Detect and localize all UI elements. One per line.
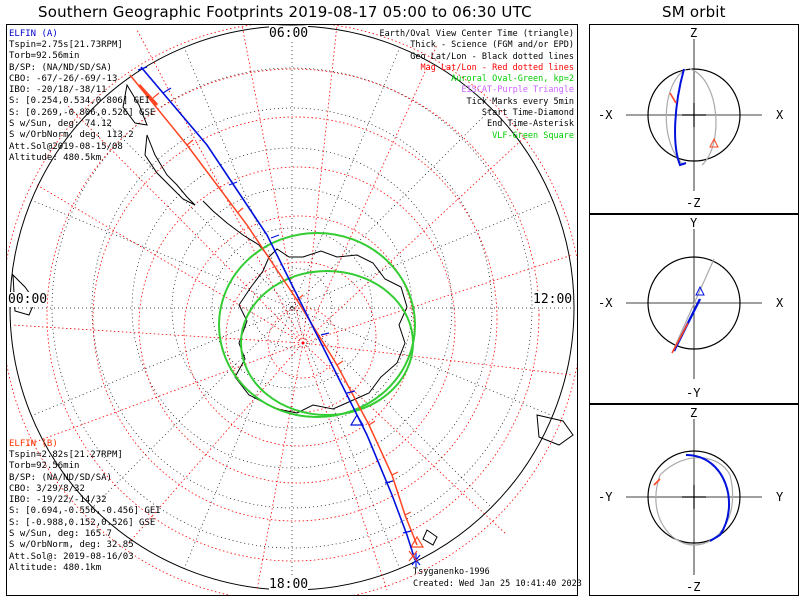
xy-bottom-label: -Y (686, 386, 701, 400)
elfin-a-line: S w/Sun, deg: 74.12 (9, 119, 112, 130)
map-legend: Earth/Oval View Center Time (triangle) T… (380, 29, 574, 142)
xz-left-label: -X (598, 108, 613, 122)
sm-orbit-panel-xy: Y -Y -X X (589, 214, 799, 404)
footprint-map: 06:00 00:00 12:00 18:00 ELFIN (A) Tspin=… (6, 24, 582, 596)
elfin-b-line: S w/OrbNorm, deg: 32.85 (9, 540, 134, 551)
map-label-0000: 00:00 (8, 292, 48, 307)
elfin-b-track (129, 74, 418, 546)
legend-item: Thick - Science (FGM and/or EPD) (410, 40, 574, 51)
elfin-b-line: Torb=92.56min (9, 461, 80, 472)
elfin-a-title: ELFIN (A) (9, 29, 58, 39)
elfin-b-line: S: [0.694,-0.556,-0.456] GEI (9, 506, 161, 517)
xy-top-label: Y (690, 216, 698, 230)
elfin-b-tick-marks (152, 92, 412, 516)
antarctica-coastline (234, 248, 408, 414)
map-label-1200: 12:00 (533, 292, 573, 307)
elfin-a-line: S: [0.269,-0.806,0.526] GSE (9, 107, 156, 118)
elfin-b-line: S w/Sun, deg: 165.7 (9, 529, 112, 540)
elfin-b-line: Altitude: 480.1km (9, 562, 102, 573)
mag-lon-grid (11, 25, 573, 591)
sm-orbit-panel-yz: Z -Z -Y Y (589, 404, 799, 596)
elfin-b-center-triangle (409, 535, 425, 548)
elfin-a-line: Torb=92.56min (9, 51, 80, 62)
yz-left-label: -Y (598, 490, 613, 504)
elfin-b-title: ELFIN (B) (9, 439, 58, 449)
yz-bottom-label: -Z (686, 580, 700, 594)
elfin-a-line: B/SP: (NA/ND/SD/SA) (9, 62, 112, 73)
elfin-b-line: S: [-0.988,0.152,0.526] GSE (9, 517, 156, 528)
elfin-b-line: CBO: 3/29/8/32 (9, 483, 85, 494)
auroral-oval-outer (218, 232, 416, 418)
elfin-b-line: Att.Sol@: 2019-08-16/03 (9, 551, 134, 562)
sm-orbit-xy-canvas: Y -Y -X X (598, 216, 784, 400)
legend-item: Earth/Oval View Center Time (triangle) (379, 29, 574, 39)
elfin-b-line: IBO: -19/22/-14/32 (9, 495, 107, 506)
elfin-a-line: IBO: -20/18/-38/11 (9, 85, 107, 96)
elfin-b-line: B/SP: (NA/ND/SD/SA) (9, 472, 112, 483)
elfin-a-track (140, 66, 416, 561)
legend-item: VLF-Green Square (492, 130, 574, 141)
model-credit: Tsyganenko-1996 (413, 567, 490, 577)
elfin-a-line: Tspin=2.75s[21.73RPM] (9, 40, 123, 50)
elfin-a-info: Tspin=2.75s[21.73RPM] Torb=92.56min B/SP… (9, 40, 155, 164)
australia-coastline-fragment (536, 414, 574, 446)
elfin-a-line: Altitude: 480.5km (9, 152, 102, 163)
geo-lat-grid (51, 67, 533, 549)
yz-top-label: Z (690, 406, 697, 420)
antarctic-peninsula (202, 200, 270, 258)
elfin-a-center-triangle (349, 413, 365, 426)
elfin-b-science-segment (137, 83, 159, 107)
map-label-1800: 18:00 (269, 577, 309, 592)
sm-orbit-xz-canvas: Z -Z -X X (598, 26, 784, 210)
elfin-a-line: S: [0.254,0.534,0.806] GEI (9, 96, 150, 107)
legend-item: Auroral Oval-Green, kp=2 (451, 74, 574, 85)
xz-right-label: X (776, 108, 784, 122)
elfin-a-line: Att.Sol@2019-08-15/08 (9, 141, 123, 152)
xz-bottom-label: -Z (686, 196, 700, 210)
yz-right-label: Y (776, 490, 784, 504)
legend-item: Mag Lat/Lon - Red dotted lines (420, 62, 574, 73)
legend-item: Tick Marks every 5min (466, 96, 574, 107)
mag-lat-grid (7, 25, 577, 595)
elfin-a-tick-marks (137, 66, 412, 534)
map-label-0600: 06:00 (269, 26, 309, 41)
legend-item: Start Time-Diamond (481, 108, 574, 119)
sm-orbit-yz-canvas: Z -Z -Y Y (598, 406, 784, 594)
xz-top-label: Z (690, 26, 697, 40)
elfin-b-line: Tspin=2.82s[21.27RPM] (9, 450, 123, 460)
xy-left-label: -X (598, 296, 613, 310)
elfin-a-line: CBO: -67/-26/-69/-13 (9, 73, 118, 84)
sm-orbit-panel-xz: Z -Z -X X (589, 24, 799, 214)
map-canvas (7, 25, 577, 595)
elfin-a-line: S w/OrbNorm, deg: 113.2 (9, 130, 134, 141)
auroral-oval-inner (240, 270, 414, 416)
created-timestamp: Created: Wed Jan 25 10:41:40 2023 (413, 579, 582, 589)
sm-orbit-title: SM orbit (662, 3, 726, 21)
xy-right-label: X (776, 296, 784, 310)
south-america-coastline (122, 83, 196, 206)
legend-item: EISCAT-Purple Triangle (461, 85, 574, 96)
elfin-b-end-asterisk (408, 550, 418, 562)
new-zealand-coastline-fragment (422, 529, 438, 546)
elfin-b-info: Tspin=2.82s[21.27RPM] Torb=92.56min B/SP… (9, 450, 161, 574)
legend-item: Geo Lat/Lon - Black dotted lines (410, 51, 574, 62)
main-title: Southern Geographic Footprints 2019-08-1… (38, 3, 532, 21)
legend-item: End Time-Asterisk (487, 119, 574, 130)
